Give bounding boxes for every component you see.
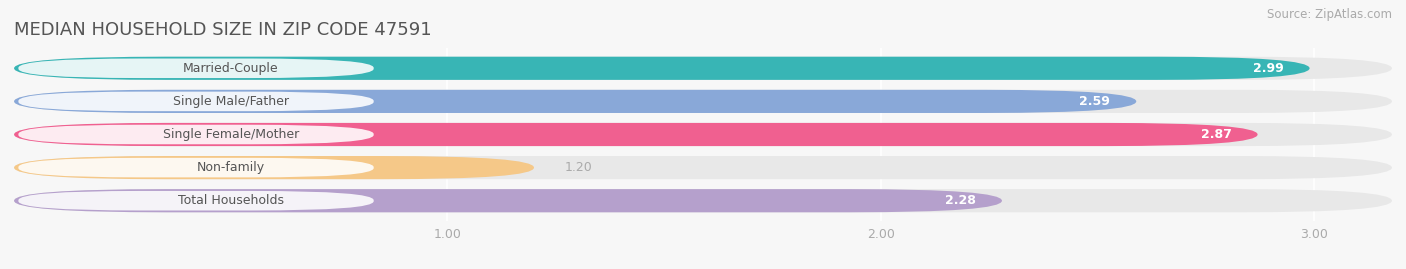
FancyBboxPatch shape [14, 189, 1392, 212]
Text: 1.20: 1.20 [564, 161, 592, 174]
FancyBboxPatch shape [18, 92, 374, 111]
FancyBboxPatch shape [14, 189, 1002, 212]
FancyBboxPatch shape [18, 191, 374, 210]
FancyBboxPatch shape [14, 123, 1392, 146]
FancyBboxPatch shape [14, 156, 534, 179]
FancyBboxPatch shape [14, 90, 1392, 113]
Text: Source: ZipAtlas.com: Source: ZipAtlas.com [1267, 8, 1392, 21]
Text: Total Households: Total Households [177, 194, 284, 207]
Text: Married-Couple: Married-Couple [183, 62, 278, 75]
FancyBboxPatch shape [14, 57, 1392, 80]
FancyBboxPatch shape [18, 158, 374, 177]
Text: 2.99: 2.99 [1253, 62, 1284, 75]
FancyBboxPatch shape [18, 125, 374, 144]
Text: Single Male/Father: Single Male/Father [173, 95, 288, 108]
FancyBboxPatch shape [14, 57, 1309, 80]
Text: Single Female/Mother: Single Female/Mother [163, 128, 299, 141]
Text: Non-family: Non-family [197, 161, 264, 174]
FancyBboxPatch shape [14, 90, 1136, 113]
Text: 2.59: 2.59 [1080, 95, 1111, 108]
Text: MEDIAN HOUSEHOLD SIZE IN ZIP CODE 47591: MEDIAN HOUSEHOLD SIZE IN ZIP CODE 47591 [14, 20, 432, 38]
FancyBboxPatch shape [14, 123, 1257, 146]
Text: 2.87: 2.87 [1201, 128, 1232, 141]
FancyBboxPatch shape [14, 156, 1392, 179]
Text: 2.28: 2.28 [945, 194, 976, 207]
FancyBboxPatch shape [18, 59, 374, 78]
